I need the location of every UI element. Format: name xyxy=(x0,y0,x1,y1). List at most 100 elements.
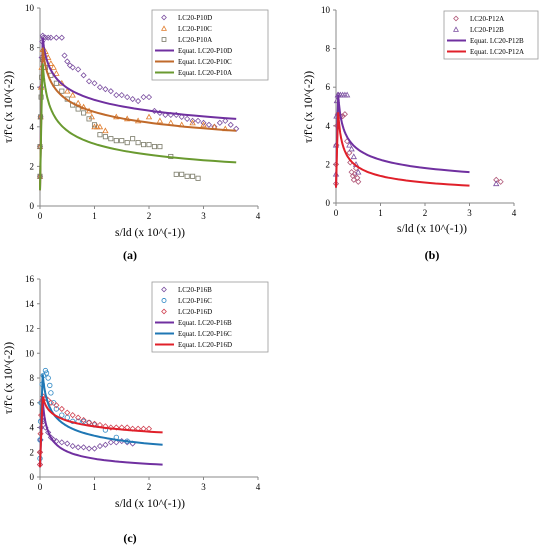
data-point xyxy=(355,178,362,185)
y-tick-label: 14 xyxy=(25,299,35,309)
data-point xyxy=(42,367,49,374)
data-point xyxy=(222,117,229,124)
data-point xyxy=(66,62,74,69)
legend-label: LC20-P16B xyxy=(178,286,212,294)
panel-label: (a) xyxy=(123,248,137,262)
data-point xyxy=(350,153,357,160)
equation-curve xyxy=(39,37,237,191)
data-point xyxy=(184,115,191,122)
data-point xyxy=(145,113,153,120)
series-equat-lc20-p16c xyxy=(39,374,163,468)
data-point xyxy=(45,429,52,436)
data-point xyxy=(124,140,130,146)
legend-label: Equat. LC20-P10D xyxy=(178,47,232,55)
data-point xyxy=(189,119,196,126)
legend-label: LC20-P10C xyxy=(178,25,212,33)
data-point xyxy=(173,171,179,177)
data-point xyxy=(75,414,82,421)
data-point xyxy=(50,64,57,70)
data-point xyxy=(497,178,504,185)
legend-label: LC20-P12B xyxy=(470,26,504,34)
y-axis-label: τ/f'c (x 10^(-2)) xyxy=(3,342,15,414)
data-point xyxy=(343,91,351,98)
series-equat-lc20-p16d xyxy=(39,396,163,468)
data-point xyxy=(85,78,93,85)
data-point xyxy=(190,173,196,179)
data-point xyxy=(102,441,109,448)
equation-curve xyxy=(335,94,470,188)
x-tick-label: 2 xyxy=(423,208,428,218)
data-point xyxy=(184,173,190,179)
data-point xyxy=(119,138,125,144)
data-point xyxy=(81,110,87,116)
data-point xyxy=(42,34,49,41)
data-point xyxy=(162,111,169,118)
x-tick-label: 3 xyxy=(467,208,472,218)
y-tick-label: 4 xyxy=(30,122,35,132)
legend-label: Equat. LC20-P12B xyxy=(470,37,524,45)
equation-curve xyxy=(39,374,163,468)
data-point xyxy=(58,34,65,41)
data-point xyxy=(47,34,54,41)
x-tick-label: 4 xyxy=(256,211,261,221)
y-tick-label: 8 xyxy=(326,44,331,54)
y-tick-label: 12 xyxy=(25,324,34,334)
data-point xyxy=(86,116,92,122)
legend: LC20-P16B LC20-P16C LC20-P16D Equat. LC20-P… xyxy=(151,281,269,353)
data-point xyxy=(64,409,71,416)
legend-marker xyxy=(161,37,167,42)
x-axis-label: s/ld (x 10^(-1)) xyxy=(115,498,185,510)
legend-label: LC20-P10D xyxy=(178,14,212,22)
data-point xyxy=(355,168,362,175)
data-point xyxy=(64,58,71,65)
series-equat-lc20-p10a xyxy=(39,63,237,191)
x-tick-label: 2 xyxy=(147,211,152,221)
y-tick-label: 2 xyxy=(326,159,331,169)
data-point xyxy=(493,176,500,183)
data-point xyxy=(64,440,71,447)
data-point xyxy=(135,140,141,146)
data-point xyxy=(59,88,65,94)
data-point xyxy=(151,144,157,150)
data-point xyxy=(61,52,68,59)
data-point xyxy=(157,144,163,150)
data-point xyxy=(493,180,500,187)
data-point xyxy=(178,113,185,120)
data-point xyxy=(91,445,98,452)
data-point xyxy=(108,136,114,142)
series-equat-lc20-p16b xyxy=(39,400,163,468)
y-tick-label: 6 xyxy=(30,82,35,92)
data-point xyxy=(189,117,196,124)
data-point xyxy=(45,375,51,381)
data-point xyxy=(107,439,114,446)
series-equat-lc20-p12a xyxy=(335,112,470,188)
data-point xyxy=(216,119,223,126)
data-point xyxy=(58,439,65,446)
x-tick-label: 3 xyxy=(201,211,206,221)
series-lc20-p16c xyxy=(37,367,130,462)
equation-curve xyxy=(39,47,237,191)
x-tick-label: 0 xyxy=(334,208,339,218)
x-tick-label: 2 xyxy=(147,482,152,492)
legend: LC20-P12A LC20-P12B Equat. LC20-P12B Equat.… xyxy=(443,10,539,60)
panel-a: 0 1 2 3 4 0 2 4 6 8 10 s/ld (x 10^(-1)) τ/f'c (x 10^… xyxy=(3,3,269,262)
legend: LC20-P10D LC20-P10C LC20-P10A Equat. LC20-P… xyxy=(151,9,269,81)
series-lc20-p12b xyxy=(332,91,500,187)
data-point xyxy=(80,417,87,424)
data-point xyxy=(96,84,104,91)
legend-label: LC20-P16C xyxy=(178,297,212,305)
legend-label: LC20-P16D xyxy=(178,308,212,316)
data-point xyxy=(151,107,158,115)
legend-marker xyxy=(161,308,167,315)
data-point xyxy=(156,117,164,124)
y-tick-label: 2 xyxy=(30,447,35,457)
data-point xyxy=(80,72,87,79)
data-point xyxy=(75,444,82,451)
data-point xyxy=(200,119,207,126)
legend-label: Equat. LC20-P12A xyxy=(470,48,524,56)
equation-curve xyxy=(39,396,163,468)
data-point xyxy=(118,92,125,99)
data-point xyxy=(80,418,87,424)
legend-box xyxy=(443,10,539,60)
